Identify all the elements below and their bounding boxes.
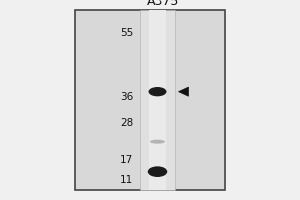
Text: A375: A375	[147, 0, 179, 8]
Text: 36: 36	[120, 92, 134, 102]
Bar	[148, 10, 166, 190]
Polygon shape	[178, 87, 188, 96]
Ellipse shape	[150, 140, 165, 144]
Text: 55: 55	[120, 28, 134, 38]
Ellipse shape	[148, 166, 167, 177]
Text: 28: 28	[120, 118, 134, 128]
Bar	[140, 10, 175, 190]
FancyBboxPatch shape	[75, 10, 225, 190]
Text: 11: 11	[120, 175, 134, 185]
Ellipse shape	[148, 87, 166, 96]
Text: 17: 17	[120, 155, 134, 165]
